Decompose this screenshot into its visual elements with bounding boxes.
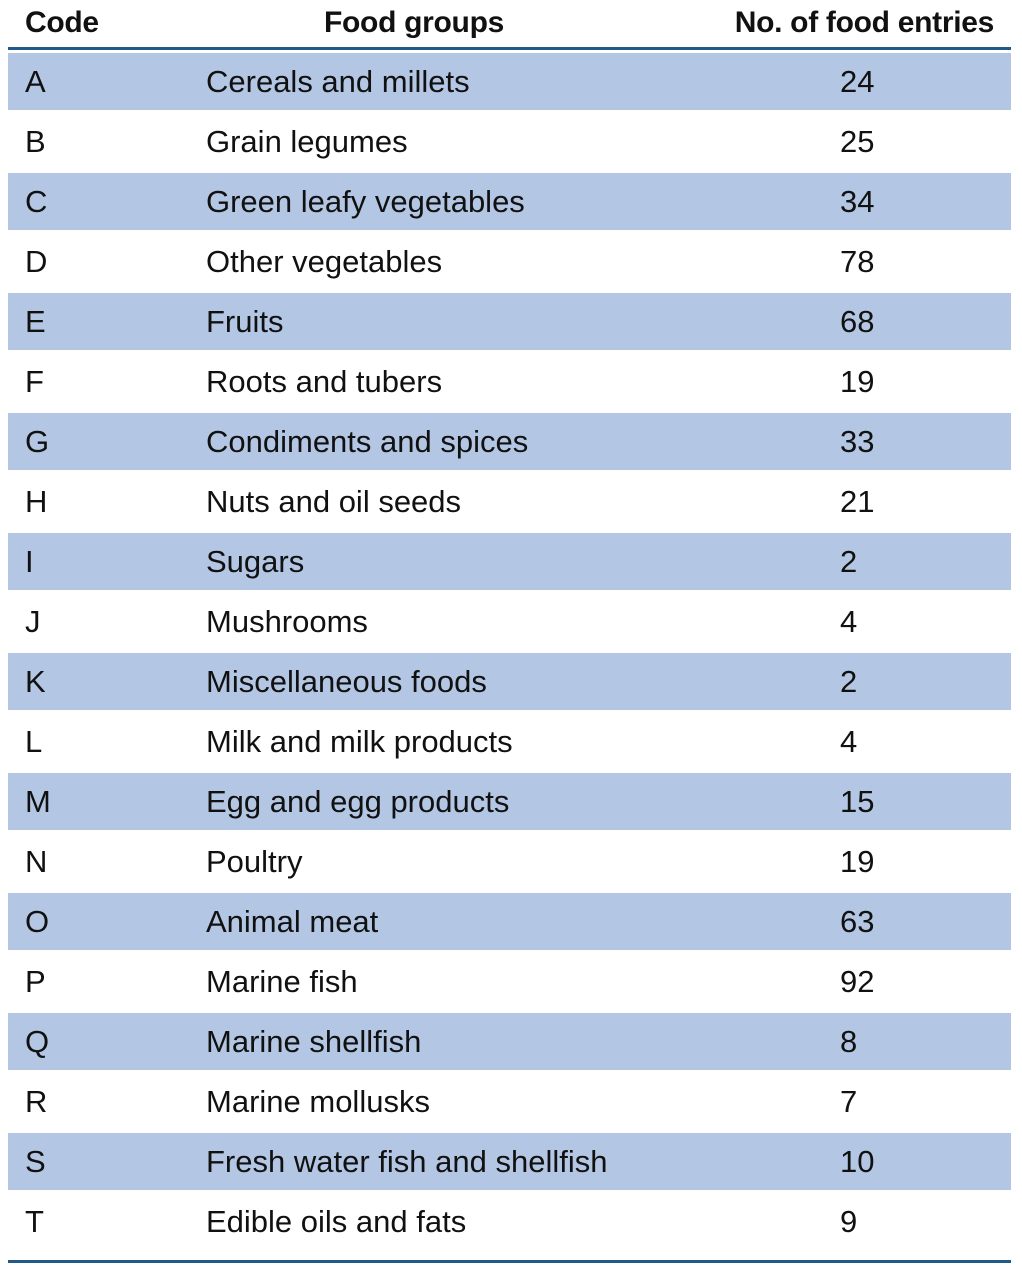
row-food-group: Grain legumes — [206, 124, 408, 159]
row-entry-count: 21 — [840, 484, 875, 519]
header-entries-count: No. of food entries — [734, 6, 995, 39]
table-row: E Fruits 68 — [8, 293, 1011, 350]
row-food-group: Roots and tubers — [206, 364, 443, 399]
row-code: R — [25, 1084, 48, 1119]
row-entry-count: 25 — [840, 124, 875, 159]
row-food-group: Fruits — [206, 304, 284, 339]
table-row: B Grain legumes 25 — [8, 113, 1011, 170]
table-row: G Condiments and spices 33 — [8, 413, 1011, 470]
row-code: G — [25, 424, 50, 459]
row-code: K — [25, 664, 46, 699]
row-entry-count: 7 — [840, 1084, 858, 1119]
table-row: P Marine fish 92 — [8, 953, 1011, 1010]
table-row: N Poultry 19 — [8, 833, 1011, 890]
row-code: E — [25, 304, 46, 339]
table-header: Code Food groups No. of food entries — [8, 0, 1011, 50]
row-food-group: Poultry — [206, 844, 303, 879]
table-row: K Miscellaneous foods 2 — [8, 653, 1011, 710]
row-food-group: Other vegetables — [206, 244, 443, 279]
row-code: A — [25, 64, 46, 99]
row-code: L — [25, 724, 43, 759]
row-entry-count: 2 — [840, 664, 858, 699]
table-row: I Sugars 2 — [8, 533, 1011, 590]
table-body: A Cereals and millets 24 B Grain legumes 25 C G… — [8, 53, 1011, 1250]
row-entry-count: 68 — [840, 304, 875, 339]
row-food-group: Fresh water fish and shellfish — [206, 1144, 608, 1179]
table-row: M Egg and egg products 15 — [8, 773, 1011, 830]
row-code: O — [25, 904, 50, 939]
row-code: Q — [25, 1024, 50, 1059]
header-food-groups: Food groups — [324, 6, 504, 39]
row-food-group: Miscellaneous foods — [206, 664, 487, 699]
table-bottom-rule — [8, 1260, 1011, 1263]
table-row: R Marine mollusks 7 — [8, 1073, 1011, 1130]
row-food-group: Cereals and millets — [206, 64, 470, 99]
row-entry-count: 9 — [840, 1204, 858, 1239]
table-row: O Animal meat 63 — [8, 893, 1011, 950]
header-code: Code — [25, 6, 99, 39]
row-code: J — [25, 604, 41, 639]
row-entry-count: 92 — [840, 964, 875, 999]
row-code: B — [25, 124, 46, 159]
row-entry-count: 78 — [840, 244, 875, 279]
row-food-group: Sugars — [206, 544, 305, 579]
row-food-group: Condiments and spices — [206, 424, 529, 459]
table-row: Q Marine shellfish 8 — [8, 1013, 1011, 1070]
row-code: F — [25, 364, 44, 399]
row-entry-count: 19 — [840, 364, 875, 399]
food-groups-table: Code Food groups No. of food entries A Ce… — [8, 0, 1011, 1250]
row-code: I — [25, 544, 34, 579]
row-entry-count: 34 — [840, 184, 875, 219]
row-food-group: Egg and egg products — [206, 784, 510, 819]
row-entry-count: 10 — [840, 1144, 875, 1179]
row-food-group: Marine fish — [206, 964, 358, 999]
row-entry-count: 63 — [840, 904, 875, 939]
row-food-group: Nuts and oil seeds — [206, 484, 462, 519]
table-row: H Nuts and oil seeds 21 — [8, 473, 1011, 530]
table-row: D Other vegetables 78 — [8, 233, 1011, 290]
table-row: T Edible oils and fats 9 — [8, 1193, 1011, 1250]
table-row: F Roots and tubers 19 — [8, 353, 1011, 410]
row-entry-count: 19 — [840, 844, 875, 879]
row-entry-count: 4 — [840, 604, 858, 639]
table-row: C Green leafy vegetables 34 — [8, 173, 1011, 230]
row-code: S — [25, 1144, 46, 1179]
row-entry-count: 15 — [840, 784, 875, 819]
row-entry-count: 4 — [840, 724, 858, 759]
row-food-group: Green leafy vegetables — [206, 184, 525, 219]
row-code: N — [25, 844, 48, 879]
row-food-group: Animal meat — [206, 904, 379, 939]
row-entry-count: 8 — [840, 1024, 858, 1059]
row-entry-count: 2 — [840, 544, 858, 579]
row-food-group: Milk and milk products — [206, 724, 513, 759]
row-food-group: Mushrooms — [206, 604, 368, 639]
row-food-group: Marine shellfish — [206, 1024, 422, 1059]
row-code: M — [25, 784, 51, 819]
row-food-group: Edible oils and fats — [206, 1204, 467, 1239]
row-code: C — [25, 184, 48, 219]
table-row: J Mushrooms 4 — [8, 593, 1011, 650]
table-row: L Milk and milk products 4 — [8, 713, 1011, 770]
row-entry-count: 33 — [840, 424, 875, 459]
table-row: A Cereals and millets 24 — [8, 53, 1011, 110]
row-code: T — [25, 1204, 44, 1239]
row-code: H — [25, 484, 48, 519]
row-entry-count: 24 — [840, 64, 875, 99]
row-code: D — [25, 244, 48, 279]
row-code: P — [25, 964, 46, 999]
table-row: S Fresh water fish and shellfish 10 — [8, 1133, 1011, 1190]
row-food-group: Marine mollusks — [206, 1084, 430, 1119]
